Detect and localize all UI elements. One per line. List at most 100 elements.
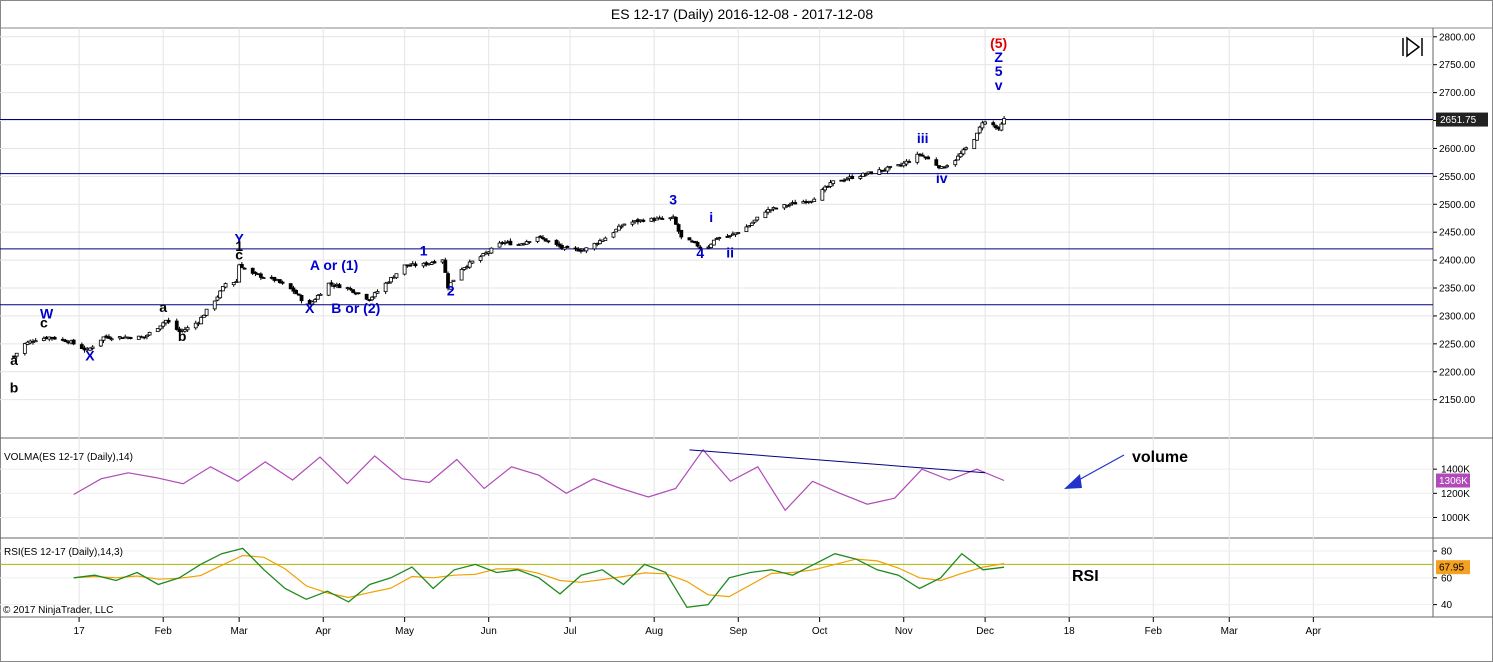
candle-body	[508, 240, 513, 246]
candle-body	[161, 322, 166, 327]
candle-body	[223, 283, 228, 288]
candle-body	[250, 267, 255, 274]
volma-last-box	[1436, 473, 1470, 488]
candle-body	[687, 237, 692, 241]
candle-body	[915, 153, 920, 163]
candle-body	[212, 300, 217, 310]
candle-body	[14, 352, 19, 357]
rsi-annotation: RSI	[1072, 568, 1099, 585]
candle-body	[155, 328, 160, 332]
candle-body	[147, 331, 152, 336]
candle-body	[215, 296, 220, 301]
candle-body	[389, 277, 393, 283]
candle-body	[443, 259, 448, 273]
candle-body	[101, 336, 106, 341]
candle-body	[204, 308, 209, 316]
candle-body	[641, 219, 646, 222]
candle-body	[725, 236, 730, 238]
candle-body	[956, 155, 960, 161]
candle-body	[554, 239, 559, 245]
candle-body	[394, 273, 399, 279]
candle-body	[573, 247, 578, 250]
candle-body	[408, 264, 412, 267]
candle-body	[676, 224, 681, 232]
x-tick-label: Feb	[1145, 626, 1163, 637]
candle-body	[332, 285, 336, 287]
volma-line	[73, 448, 1005, 512]
x-tick-label: Dec	[976, 626, 994, 637]
candle-body	[926, 156, 931, 160]
volume-arrow-icon	[1064, 454, 1125, 489]
candle-body	[90, 346, 95, 349]
candle-body	[98, 339, 103, 347]
candle-body	[863, 173, 868, 176]
candle-body	[920, 154, 925, 157]
wave-label: c	[40, 315, 48, 331]
skip-forward-icon[interactable]	[1398, 35, 1426, 59]
candle-body	[193, 322, 198, 329]
price-y-tick-label: 2700.00	[1439, 88, 1476, 99]
wave-label: a	[10, 352, 18, 368]
wave-label: X	[85, 348, 95, 364]
chart-title: ES 12-17 (Daily) 2016-12-08 - 2017-12-08	[611, 6, 873, 22]
rsi-line	[73, 547, 1005, 608]
candle-body	[562, 246, 567, 250]
grid-lines	[0, 28, 1433, 617]
candle-body	[370, 296, 374, 301]
wave-label: 1	[420, 243, 428, 259]
candle-body	[402, 264, 407, 275]
candle-body	[755, 216, 760, 221]
wave-label: 2	[447, 282, 455, 298]
candle-body	[432, 261, 437, 264]
candle-body	[318, 293, 323, 296]
horizontal-levels	[0, 119, 1433, 306]
candle-body	[942, 166, 947, 169]
price-y-tick-label: 2750.00	[1439, 60, 1476, 71]
candle-body	[470, 260, 475, 264]
candle-body	[538, 235, 543, 238]
x-tick-label: Mar	[231, 626, 249, 637]
candle-body	[375, 291, 380, 294]
x-tick-label: Nov	[895, 626, 913, 637]
candle-body	[237, 264, 242, 283]
wave-label: B or (2)	[331, 300, 380, 316]
candle-body	[294, 290, 299, 295]
candle-body	[261, 277, 266, 279]
candle-body	[711, 239, 716, 246]
candle-body	[736, 232, 741, 234]
candle-body	[888, 165, 893, 168]
candle-body	[280, 281, 285, 284]
wave-label: a	[159, 299, 167, 315]
wave-label: iv	[936, 170, 948, 186]
price-y-tick-label: 2250.00	[1439, 339, 1476, 350]
candle-body	[975, 132, 979, 141]
candle-body	[768, 209, 773, 212]
candle-body	[603, 237, 608, 241]
x-tick-label: Aug	[645, 626, 663, 637]
candle-body	[793, 202, 798, 205]
price-y-tick-label: 2550.00	[1439, 172, 1476, 183]
candle-body	[52, 336, 57, 340]
volma-trendline	[689, 449, 986, 474]
candle-body	[386, 281, 391, 284]
volma-y-tick-label: 1000K	[1441, 513, 1470, 524]
candle-body	[231, 282, 236, 286]
candle-body	[850, 175, 855, 180]
candle-body	[364, 293, 369, 300]
candle-body	[199, 316, 204, 325]
candle-body	[744, 226, 749, 232]
candle-body	[823, 186, 827, 191]
x-tick-label: Jul	[564, 626, 577, 637]
wave-label: c	[235, 247, 243, 263]
volume-annotation: volume	[1132, 449, 1188, 466]
candle-body	[785, 205, 789, 207]
candle-body	[310, 301, 315, 305]
candle-body	[885, 166, 890, 172]
candle-body	[619, 225, 624, 228]
candle-body	[958, 153, 963, 158]
x-tick-label: Apr	[315, 626, 331, 637]
candle-body	[617, 225, 621, 231]
candle-body	[41, 337, 46, 341]
rsi-pane	[0, 547, 1433, 608]
candle-body	[481, 253, 486, 257]
